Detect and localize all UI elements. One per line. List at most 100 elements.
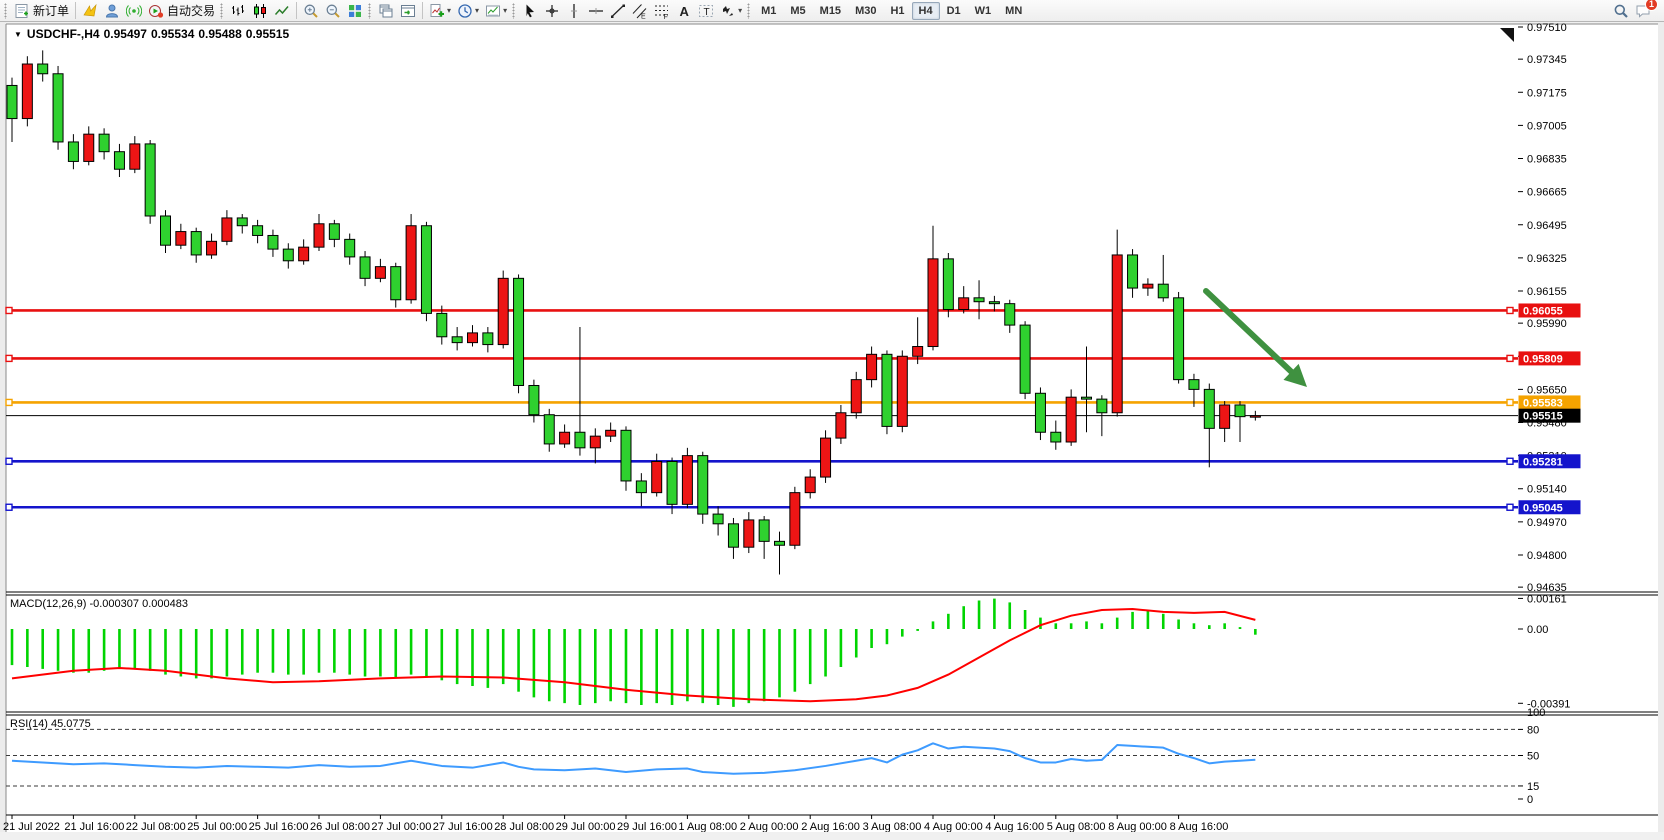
periods-button[interactable]: ▾ bbox=[454, 1, 482, 21]
time-tick-label: 29 Jul 00:00 bbox=[556, 821, 616, 833]
labelT-icon: T bbox=[699, 4, 714, 18]
signals-button[interactable] bbox=[123, 1, 145, 21]
toolbar-grip[interactable] bbox=[747, 2, 751, 19]
zoom-in-button[interactable] bbox=[300, 1, 322, 21]
candle-down bbox=[451, 336, 463, 344]
timeframe-button-m15[interactable]: M15 bbox=[819, 4, 842, 17]
new-order-button[interactable]: 新订单 bbox=[11, 1, 72, 21]
hline-anchor[interactable] bbox=[5, 457, 13, 465]
vline-icon bbox=[571, 3, 578, 18]
metaquotes-button[interactable] bbox=[79, 1, 101, 21]
candle-down bbox=[67, 141, 79, 162]
vertical-line-button[interactable] bbox=[563, 1, 585, 21]
timeframe-button-h4[interactable]: H4 bbox=[911, 1, 940, 20]
text-label-button[interactable]: T bbox=[695, 1, 717, 21]
autotrade-icon bbox=[149, 4, 164, 18]
equidistant-channel-button[interactable]: E bbox=[629, 1, 651, 21]
fibonacci-button[interactable]: F bbox=[651, 1, 673, 21]
candle-down bbox=[390, 266, 402, 301]
autotrading-button[interactable]: 自动交易 bbox=[145, 1, 218, 21]
hline-anchor[interactable] bbox=[5, 354, 13, 363]
search-icon bbox=[1614, 4, 1628, 18]
community-button[interactable] bbox=[101, 1, 123, 21]
candle-down bbox=[190, 231, 202, 256]
candlestick-chart-button[interactable] bbox=[249, 1, 271, 21]
trend-arrow-annotation[interactable] bbox=[1203, 288, 1302, 382]
arrows-button[interactable]: ▾ bbox=[717, 1, 745, 21]
timeframe-button-d1[interactable]: D1 bbox=[946, 4, 961, 17]
candle-up bbox=[206, 240, 218, 256]
candle-down bbox=[513, 277, 525, 386]
hline-anchor[interactable] bbox=[5, 503, 13, 511]
chat-button[interactable]: 1 bbox=[1632, 0, 1658, 21]
hline-badge bbox=[1518, 454, 1581, 469]
chart-shift-button[interactable] bbox=[397, 1, 419, 21]
price-tick-label: 0.96665 bbox=[1527, 187, 1567, 199]
hline-anchor[interactable] bbox=[1506, 306, 1514, 315]
candle-up bbox=[651, 460, 663, 494]
line-chart-button[interactable] bbox=[271, 1, 293, 21]
autotrading-button-label: 自动交易 bbox=[167, 4, 216, 18]
templates-button[interactable]: ▾ bbox=[482, 1, 510, 21]
time-tick-label: 21 Jul 16:00 bbox=[64, 821, 124, 833]
macd-signal-line bbox=[11, 608, 1256, 703]
channel-icon: E bbox=[632, 3, 647, 19]
hline-anchor[interactable] bbox=[5, 398, 13, 407]
text-button[interactable]: A bbox=[673, 1, 695, 21]
bar-chart-button[interactable] bbox=[227, 1, 249, 21]
window-left-edge bbox=[0, 22, 6, 840]
search-button[interactable] bbox=[1610, 1, 1632, 21]
time-tick-label: 2 Aug 00:00 bbox=[740, 821, 799, 833]
candle-down bbox=[344, 238, 356, 258]
rsi-axis-label: 0 bbox=[1527, 794, 1533, 806]
timeframe-button-m1[interactable]: M1 bbox=[761, 4, 777, 17]
price-tick-label: 0.95140 bbox=[1527, 484, 1567, 496]
hline-anchor[interactable] bbox=[1506, 398, 1514, 407]
toolbar-grip[interactable] bbox=[368, 2, 372, 19]
time-tick-label: 27 Jul 16:00 bbox=[433, 821, 493, 833]
candle-up bbox=[605, 429, 617, 437]
candle-down bbox=[1173, 297, 1185, 381]
candle-down bbox=[1234, 404, 1246, 418]
tile-windows-button[interactable] bbox=[344, 1, 366, 21]
chart-window[interactable]: 0.97510 0.97345 0.97175 0.97005 0.96835 0.966… bbox=[0, 22, 1664, 840]
toolbar-grip[interactable] bbox=[4, 2, 7, 19]
ohlc-high: 0.95534 bbox=[150, 27, 195, 41]
crosshair-button[interactable] bbox=[541, 1, 563, 21]
hline-anchor[interactable] bbox=[1506, 457, 1514, 465]
new-order-icon bbox=[15, 3, 28, 18]
cursor-button[interactable] bbox=[519, 1, 541, 21]
dropdown-caret-icon[interactable]: ▾ bbox=[475, 6, 480, 15]
dropdown-caret-icon[interactable]: ▾ bbox=[447, 6, 452, 15]
timeframe-button-mn[interactable]: MN bbox=[1005, 4, 1023, 17]
indicators-button[interactable]: ▾ bbox=[426, 1, 454, 21]
chart-canvas[interactable]: 0.97510 0.97345 0.97175 0.97005 0.96835 0.966… bbox=[0, 22, 1664, 840]
candle-up bbox=[298, 246, 310, 262]
timeframe-button-m30[interactable]: M30 bbox=[855, 4, 877, 17]
hline-anchor[interactable] bbox=[1506, 503, 1514, 511]
timeframe-button-m5[interactable]: M5 bbox=[790, 4, 806, 17]
chart-shift-marker[interactable] bbox=[1500, 28, 1514, 42]
toolbar-grip[interactable] bbox=[220, 2, 224, 19]
dropdown-caret-icon[interactable]: ▾ bbox=[738, 6, 743, 15]
timeframe-button-h1[interactable]: H1 bbox=[890, 4, 905, 17]
candle-down bbox=[1203, 388, 1215, 429]
arrange-windows-button[interactable] bbox=[375, 1, 397, 21]
zoom-out-button[interactable] bbox=[322, 1, 344, 21]
hline-anchor[interactable] bbox=[5, 306, 13, 315]
hline-icon bbox=[589, 7, 604, 14]
new-order-button-label: 新订单 bbox=[33, 4, 70, 18]
hline-anchor[interactable] bbox=[1506, 354, 1514, 363]
dropdown-caret-icon[interactable]: ▾ bbox=[503, 6, 508, 15]
win-shift-icon bbox=[401, 4, 416, 17]
rsi-indicator-label: RSI(14) 45.0775 bbox=[10, 718, 91, 730]
toolbar-grip[interactable] bbox=[512, 2, 516, 19]
hline-badge-label: 0.95281 bbox=[1523, 456, 1563, 468]
horizontal-line-button[interactable] bbox=[585, 1, 607, 21]
trendline-button[interactable] bbox=[607, 1, 629, 21]
candle-down bbox=[635, 480, 647, 494]
chart-dropdown-icon[interactable]: ▼ bbox=[14, 30, 22, 39]
timeframe-button-w1[interactable]: W1 bbox=[974, 4, 992, 17]
candle-up bbox=[313, 223, 325, 248]
candle-up bbox=[927, 258, 939, 348]
